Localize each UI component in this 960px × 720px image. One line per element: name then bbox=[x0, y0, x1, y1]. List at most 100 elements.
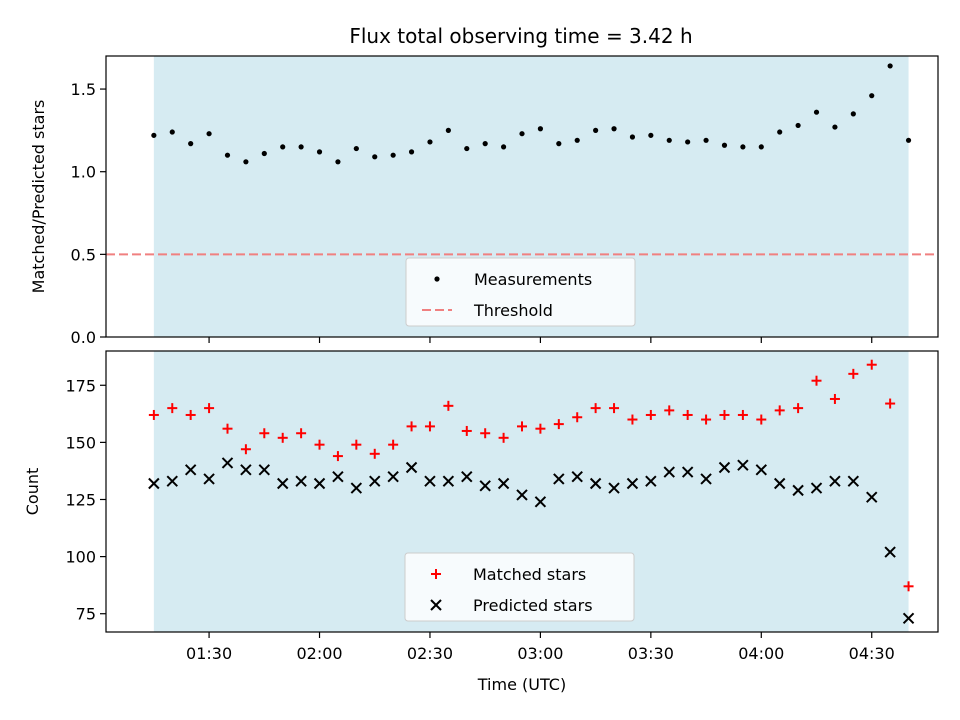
x-axis-title: Time (UTC) bbox=[477, 675, 566, 694]
matched-star-point bbox=[793, 403, 804, 414]
predicted-star-point bbox=[166, 475, 178, 487]
y-tick-label: 1.5 bbox=[71, 80, 96, 99]
predicted-star-point bbox=[681, 466, 694, 478]
matched-star-point bbox=[185, 409, 196, 420]
y-tick-label: 1.0 bbox=[71, 163, 96, 182]
x-tick-label: 04:30 bbox=[849, 644, 895, 663]
predicted-star-point bbox=[700, 473, 712, 485]
matched-star-point bbox=[535, 423, 546, 434]
measurement-point bbox=[537, 126, 544, 132]
measurement-point bbox=[648, 132, 654, 138]
legend-box bbox=[404, 552, 635, 622]
measurement-point bbox=[372, 154, 378, 160]
measurement-point bbox=[445, 127, 451, 133]
predicted-star-mark-b bbox=[626, 477, 639, 490]
predicted-star-mark-b bbox=[589, 477, 602, 490]
measurement-point bbox=[464, 145, 470, 152]
y-tick-label: 0.0 bbox=[71, 328, 96, 347]
matched-star-point bbox=[701, 414, 712, 425]
measurement-point bbox=[353, 145, 359, 152]
matched-star-point bbox=[664, 405, 675, 416]
predicted-star-point bbox=[313, 477, 326, 490]
predicted-star-mark-b bbox=[866, 491, 878, 503]
measurement-point bbox=[169, 129, 175, 135]
predicted-star-point bbox=[479, 480, 491, 492]
top-panel-measurements: 0.0 0.5 1.0 1.5 Matched/Predicted stars Measu… bbox=[29, 55, 939, 347]
predicted-star-mark-b bbox=[240, 464, 252, 476]
matched-star-point bbox=[553, 419, 564, 430]
predicted-star-point bbox=[387, 470, 399, 483]
matched-star-point bbox=[424, 421, 435, 432]
measurement-point bbox=[740, 144, 746, 150]
predicted-star-point bbox=[295, 475, 307, 487]
matched-star-point bbox=[148, 409, 159, 420]
predicted-star-point bbox=[626, 477, 639, 490]
matched-star-point bbox=[866, 359, 877, 370]
measurement-point bbox=[850, 111, 856, 117]
measurement-point bbox=[280, 144, 286, 150]
matched-star-point bbox=[277, 432, 288, 443]
predicted-star-mark-b bbox=[681, 466, 694, 478]
x-tick-label: 01:30 bbox=[186, 644, 232, 663]
matched-star-point bbox=[609, 403, 620, 414]
legend-marker-predicted-b bbox=[430, 599, 442, 611]
measurement-point bbox=[832, 124, 838, 130]
matched-star-point bbox=[572, 412, 583, 423]
predicted-star-point bbox=[773, 477, 786, 490]
predicted-star-mark-b bbox=[737, 459, 749, 471]
matched-star-point bbox=[885, 398, 896, 409]
predicted-star-point bbox=[350, 482, 363, 494]
predicted-star-mark-b bbox=[884, 546, 896, 558]
matched-star-point bbox=[369, 448, 380, 459]
predicted-star-mark-b bbox=[608, 482, 620, 494]
predicted-star-mark-b bbox=[773, 477, 786, 490]
legend-box bbox=[405, 257, 636, 327]
legend: Matched stars Predicted stars bbox=[404, 552, 635, 622]
measurement-point bbox=[390, 152, 396, 158]
predicted-star-point bbox=[902, 612, 915, 624]
measurement-point bbox=[482, 141, 488, 147]
matched-star-point bbox=[590, 403, 601, 414]
y-tick-label: 150 bbox=[65, 433, 96, 452]
plot-frame bbox=[105, 350, 939, 633]
matched-star-point bbox=[480, 428, 491, 439]
predicted-star-point bbox=[829, 475, 841, 487]
predicted-star-mark-b bbox=[258, 464, 271, 476]
measurement-point bbox=[243, 159, 249, 165]
y-axis-title: Count bbox=[23, 468, 42, 516]
measurement-point bbox=[813, 109, 820, 115]
measurement-point bbox=[261, 150, 267, 157]
x-tick-label: 03:00 bbox=[517, 644, 563, 663]
matched-star-point bbox=[351, 439, 362, 450]
matched-star-point bbox=[259, 428, 270, 439]
predicted-star-mark-b bbox=[277, 477, 289, 490]
matched-star-point bbox=[682, 409, 693, 420]
matched-star-point bbox=[829, 393, 840, 404]
predicted-star-mark-b bbox=[369, 475, 381, 487]
predicted-star-mark-b bbox=[553, 473, 565, 485]
predicted-star-point bbox=[184, 464, 197, 476]
predicted-star-point bbox=[332, 470, 344, 483]
predicted-star-mark-b bbox=[148, 477, 160, 490]
predicted-star-mark-b bbox=[571, 470, 583, 483]
matched-star-point bbox=[204, 403, 215, 414]
predicted-star-mark-b bbox=[792, 484, 804, 497]
measurement-point bbox=[500, 144, 507, 150]
predicted-star-mark-b bbox=[829, 475, 841, 487]
y-tick-label: 175 bbox=[65, 376, 96, 395]
legend-label: Threshold bbox=[473, 301, 553, 320]
measurement-point bbox=[869, 93, 875, 99]
measurement-point bbox=[188, 141, 194, 147]
x-tick-label: 02:30 bbox=[407, 644, 453, 663]
predicted-star-mark-b bbox=[166, 475, 178, 487]
measurement-point bbox=[887, 63, 893, 69]
predicted-star-point bbox=[847, 475, 860, 487]
measurement-point bbox=[408, 149, 415, 155]
x-tick-label: 03:30 bbox=[628, 644, 674, 663]
matched-star-point bbox=[443, 400, 454, 411]
predicted-star-mark-b bbox=[847, 475, 860, 487]
predicted-star-point bbox=[461, 470, 473, 483]
matched-star-point bbox=[167, 403, 178, 414]
predicted-star-point bbox=[810, 482, 823, 494]
predicted-star-point bbox=[755, 464, 767, 476]
